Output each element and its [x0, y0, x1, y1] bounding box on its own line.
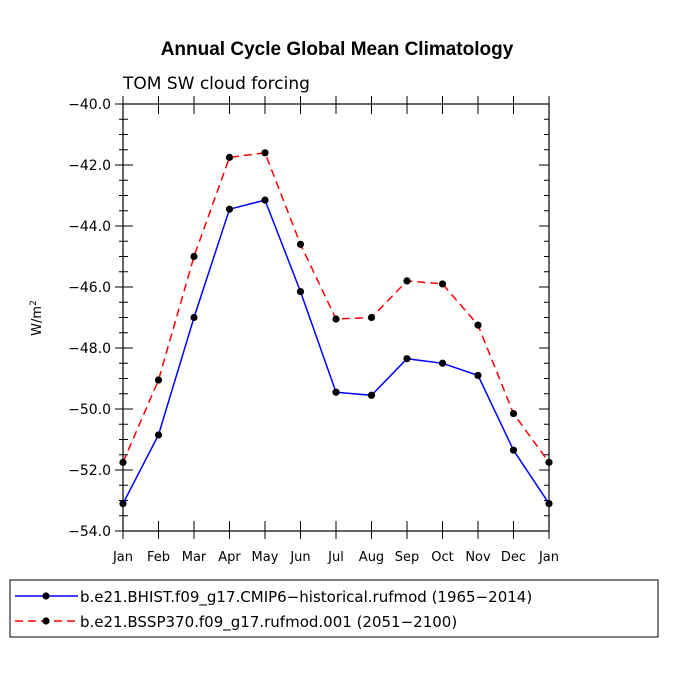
axis-ticks	[115, 96, 550, 539]
series-1-point	[154, 431, 163, 439]
y-axis-label-units: W/m	[30, 306, 45, 336]
chart-title: Annual Cycle Global Mean Climatology	[161, 39, 514, 60]
y-tick-label: −44.0	[68, 219, 111, 235]
x-tick-label: Mar	[182, 550, 207, 565]
series-1-point	[367, 391, 376, 399]
series-1-point	[438, 359, 447, 367]
x-tick-label: Oct	[431, 550, 453, 565]
series-line-2	[122, 151, 550, 463]
series-1-point	[545, 499, 553, 508]
series-markers	[119, 149, 553, 508]
series-1-point	[119, 499, 127, 508]
series-2-point	[261, 149, 269, 157]
x-tick-label: Aug	[359, 550, 384, 565]
legend-label-1: b.e21.BHIST.f09_g17.CMIP6−historical.ruf…	[80, 588, 532, 607]
series-2-point	[332, 315, 340, 323]
series-line-1	[122, 199, 550, 505]
series-1-point	[509, 446, 518, 454]
x-tick-label: May	[252, 550, 279, 565]
y-tick-label: −50.0	[68, 402, 111, 418]
legend-marker-2	[42, 617, 50, 625]
legend-box	[9, 579, 659, 638]
x-tick-label: Jun	[289, 550, 310, 565]
x-tick-label: Jan	[112, 550, 133, 565]
x-tick-label: Jul	[327, 550, 344, 565]
series-2-point	[474, 321, 482, 329]
series-1-point	[474, 371, 482, 380]
series-2-point	[403, 277, 411, 285]
series-1-point	[332, 388, 340, 396]
y-tick-label: −40.0	[68, 97, 111, 113]
y-axis-label: W/m2	[29, 300, 45, 336]
series-1-point	[261, 196, 269, 204]
series-2-point	[296, 240, 305, 248]
y-axis-label-exponent: 2	[29, 300, 39, 306]
legend-marker-1	[42, 592, 50, 600]
y-tick-label: −54.0	[68, 524, 111, 540]
legend-label-2: b.e21.BSSP370.f09_g17.rufmod.001 (2051−2…	[80, 613, 457, 632]
y-tick-label: −46.0	[68, 280, 111, 296]
y-tick-label: −48.0	[68, 341, 111, 357]
chart-subtitle: TOM SW cloud forcing	[122, 74, 310, 94]
series-2-point	[367, 313, 376, 322]
x-tick-label: Dec	[501, 550, 526, 565]
series-lines	[122, 151, 550, 505]
x-tick-label: Sep	[395, 550, 420, 565]
series-2-point	[190, 252, 198, 261]
svg-text:W/m2: W/m2	[29, 300, 45, 336]
series-1-point	[296, 287, 305, 296]
axis-tick-labels: −54.0 −52.0 −50.0 −48.0 −46.0 −44.0 −42.0 −40.0…	[68, 97, 559, 565]
series-2-point	[545, 458, 553, 466]
series-1-point	[403, 355, 411, 363]
series-1-point	[225, 205, 234, 213]
series-2-point	[119, 458, 127, 466]
x-tick-label: Nov	[465, 550, 491, 565]
legend: b.e21.BHIST.f09_g17.CMIP6−historical.ruf…	[9, 579, 659, 638]
x-tick-label: Jan	[538, 550, 559, 565]
x-tick-label: Apr	[218, 550, 241, 565]
series-2-point	[509, 409, 518, 418]
x-tick-label: Feb	[147, 550, 170, 565]
y-tick-label: −42.0	[68, 158, 111, 174]
series-2-point	[225, 153, 234, 161]
y-tick-label: −52.0	[68, 463, 111, 479]
series-2-point	[154, 376, 163, 384]
series-2-point	[438, 280, 447, 288]
series-1-point	[190, 313, 198, 322]
